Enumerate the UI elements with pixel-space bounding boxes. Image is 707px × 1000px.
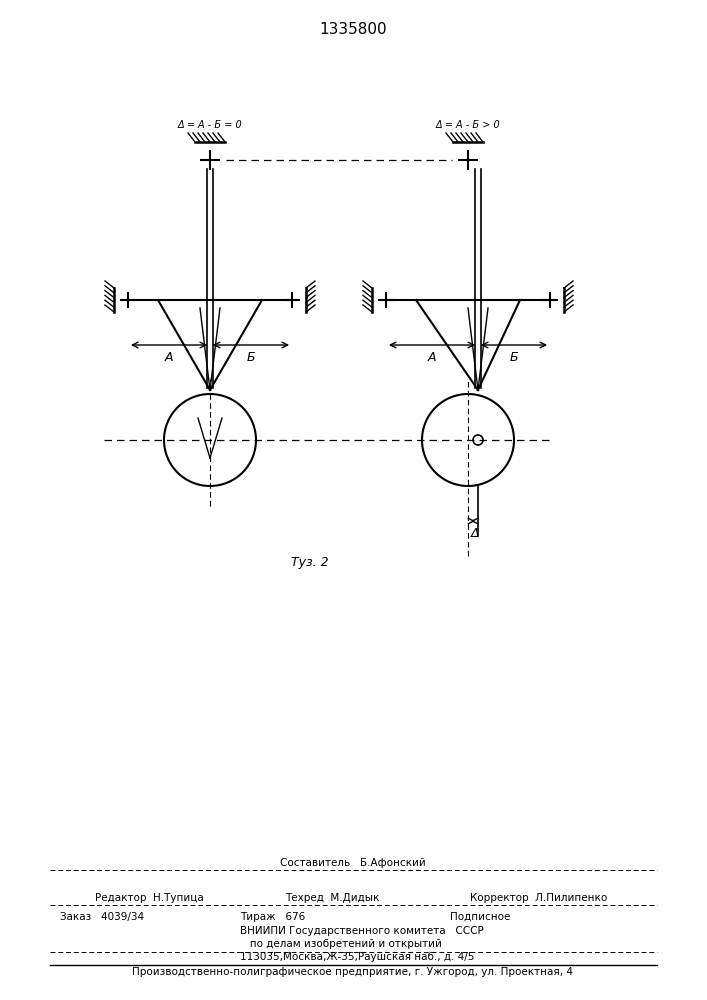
Text: Производственно-полиграфическое предприятие, г. Ужгород, ул. Проектная, 4: Производственно-полиграфическое предприя… xyxy=(132,967,573,977)
Text: Тираж   676: Тираж 676 xyxy=(240,912,305,922)
Text: Редактор  Н.Тупица: Редактор Н.Тупица xyxy=(95,893,204,903)
Text: Б: Б xyxy=(510,351,518,364)
Text: Τуз. 2: Τуз. 2 xyxy=(291,556,329,569)
Text: ВНИИПИ Государственного комитета   СССР: ВНИИПИ Государственного комитета СССР xyxy=(240,926,484,936)
Text: Заказ   4039/34: Заказ 4039/34 xyxy=(60,912,144,922)
Text: Корректор  Л.Пилипенко: Корректор Л.Пилипенко xyxy=(470,893,607,903)
Text: Б: Б xyxy=(247,351,255,364)
Text: Техред  М.Дидык: Техред М.Дидык xyxy=(285,893,380,903)
Text: Составитель   Б.Афонский: Составитель Б.Афонский xyxy=(280,858,426,868)
Text: Δ = A - Б > 0: Δ = A - Б > 0 xyxy=(436,120,501,130)
Text: по делам изобретений и открытий: по делам изобретений и открытий xyxy=(240,939,442,949)
Text: Подписное: Подписное xyxy=(450,912,510,922)
Text: A: A xyxy=(165,351,173,364)
Text: 113035,Москва,Ж-35,Раушская наб., д. 4/5: 113035,Москва,Ж-35,Раушская наб., д. 4/5 xyxy=(240,952,474,962)
Text: Δ = A - Б = 0: Δ = A - Б = 0 xyxy=(177,120,243,130)
Text: 1335800: 1335800 xyxy=(319,22,387,37)
Text: A: A xyxy=(428,351,436,364)
Text: Δ: Δ xyxy=(471,527,479,540)
